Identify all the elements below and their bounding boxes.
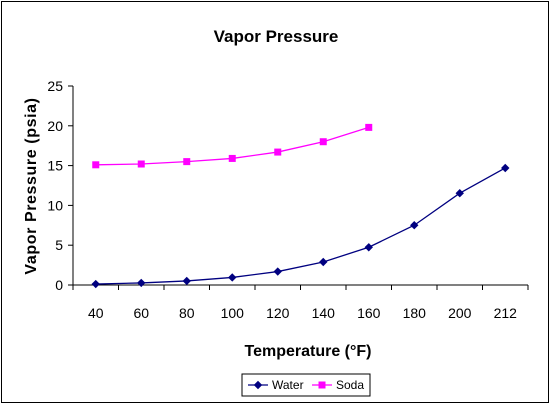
y-tick-label: 10 xyxy=(47,197,63,213)
legend-marker-water xyxy=(253,380,263,390)
y-tick-label: 0 xyxy=(55,277,63,293)
x-tick-label: 80 xyxy=(179,305,195,321)
data-point-water xyxy=(319,257,328,267)
legend-label-water: Water xyxy=(272,378,304,392)
y-tick-label: 25 xyxy=(47,78,63,94)
x-tick-label: 60 xyxy=(133,305,149,321)
data-point-water xyxy=(501,163,510,173)
data-point-soda xyxy=(274,148,282,156)
legend: Water Soda xyxy=(241,373,371,397)
data-point-water xyxy=(137,278,146,288)
x-tick-label: 212 xyxy=(494,305,518,321)
series-water xyxy=(91,163,510,289)
data-point-water xyxy=(364,243,373,252)
y-tick-label: 5 xyxy=(55,237,63,253)
data-point-soda xyxy=(137,160,145,168)
x-tick-label: 120 xyxy=(266,305,290,321)
series-line-water xyxy=(95,167,506,285)
chart-title: Vapor Pressure xyxy=(214,27,339,46)
data-point-soda xyxy=(319,138,327,146)
data-point-water xyxy=(228,273,237,282)
y-tick-label: 20 xyxy=(47,118,63,134)
data-point-water xyxy=(273,267,282,276)
data-point-water xyxy=(91,279,100,289)
series-soda xyxy=(92,123,373,169)
data-point-water xyxy=(455,189,464,198)
y-axis-ticks: 0 5 10 15 20 25 xyxy=(47,78,73,293)
legend-item-water: Water xyxy=(248,378,304,392)
x-tick-label: 160 xyxy=(357,305,381,321)
data-point-soda xyxy=(228,154,236,162)
y-tick-label: 15 xyxy=(47,158,63,174)
data-point-soda xyxy=(365,123,373,131)
legend-marker-soda xyxy=(318,381,326,389)
data-point-water xyxy=(410,221,419,230)
x-tick-label: 200 xyxy=(448,305,472,321)
x-tick-label: 100 xyxy=(221,305,245,321)
x-axis-ticks: 40 60 80 100 120 140 160 180 200 212 xyxy=(72,285,529,321)
legend-item-soda: Soda xyxy=(312,378,364,392)
x-axis-title: Temperature (°F) xyxy=(244,343,371,360)
legend-label-soda: Soda xyxy=(336,378,364,392)
series-layer xyxy=(91,123,510,289)
legend-box xyxy=(241,373,371,397)
y-axis-title: Vapor Pressure (psia) xyxy=(23,97,40,274)
x-tick-label: 180 xyxy=(403,305,427,321)
data-point-soda xyxy=(92,161,100,169)
data-point-soda xyxy=(183,158,191,166)
x-tick-label: 140 xyxy=(312,305,336,321)
data-point-water xyxy=(182,276,191,286)
x-tick-label: 40 xyxy=(88,305,104,321)
